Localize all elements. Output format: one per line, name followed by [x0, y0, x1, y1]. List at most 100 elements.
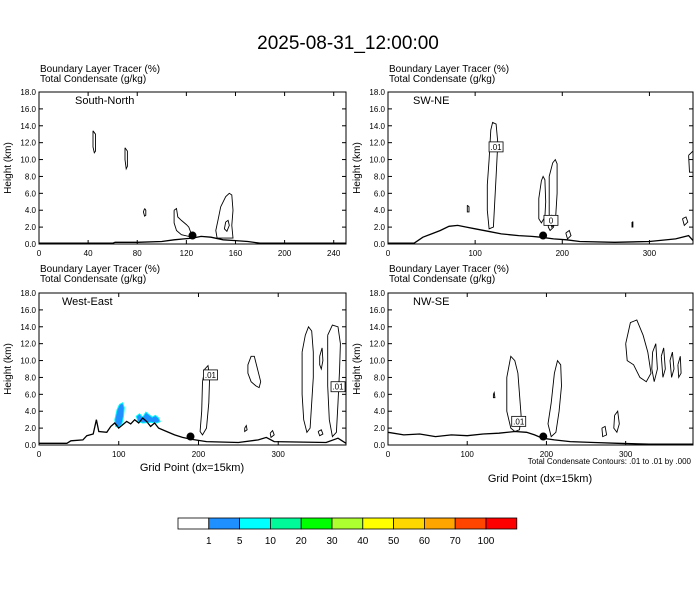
- y-tick-label: 4.0: [25, 206, 37, 215]
- colorbar-swatch: [331, 517, 364, 530]
- colorbar-swatch: [393, 517, 425, 530]
- x-tick-label: 0: [37, 450, 42, 459]
- x-axis-label: Grid Point (dx=15km): [488, 473, 592, 485]
- plot-area: 0.0 2.0 4.0 6.0 8.0 10.0 12.0 14.0 16.0 18.0 0 100 2…: [352, 289, 694, 459]
- x-tick-label: 120: [180, 249, 194, 258]
- terrain-line: [39, 417, 347, 444]
- condensate-contour: [327, 324, 341, 438]
- x-tick-label: 200: [278, 249, 292, 258]
- y-axis-label: Height (km): [3, 142, 14, 194]
- plot-area: 0.0 2.0 4.0 6.0 8.0 10.0 12.0 14.0 16.0 18.0 0 100 2…: [3, 289, 347, 459]
- plot-frame: [38, 292, 347, 446]
- panel-header-tracer: Boundary Layer Tracer (%): [389, 64, 509, 75]
- condensate-contour: [547, 359, 562, 438]
- y-tick-label: 14.0: [369, 323, 385, 332]
- condensate-contour: [199, 364, 211, 436]
- condensate-contour: [677, 356, 682, 379]
- y-tick-label: 8.0: [25, 373, 37, 382]
- plot-area: 0.0 2.0 4.0 6.0 8.0 10.0 12.0 14.0 16.0 18.0 0 40 80…: [3, 88, 347, 258]
- panel-inset-label: South-North: [75, 95, 134, 107]
- y-tick-label: 18.0: [369, 88, 385, 97]
- condensate-contour: [466, 204, 470, 213]
- contour-label: .01: [205, 371, 217, 380]
- y-tick-label: 2.0: [374, 223, 386, 232]
- location-marker: [188, 231, 197, 240]
- x-tick-label: 0: [386, 450, 391, 459]
- condensate-contour: [142, 208, 147, 217]
- y-tick-label: 12.0: [20, 139, 36, 148]
- panel-west-east: Boundary Layer Tracer (%) Total Condensa…: [3, 264, 347, 474]
- condensate-contour: [173, 207, 192, 237]
- y-tick-label: 6.0: [374, 390, 386, 399]
- condensate-contour: [317, 429, 324, 437]
- y-tick-label: 12.0: [369, 340, 385, 349]
- y-tick-label: 6.0: [25, 390, 37, 399]
- y-tick-label: 18.0: [20, 88, 36, 97]
- panel-header-condensate: Total Condensate (g/kg): [389, 74, 495, 85]
- x-tick-label: 300: [619, 450, 633, 459]
- x-tick-label: 80: [133, 249, 142, 258]
- y-tick-label: 0.0: [25, 240, 37, 249]
- contour-footnote: Total Condensate Contours: .01 to .01 by…: [528, 457, 692, 466]
- tracer-shaded-area: [114, 402, 125, 428]
- colorbar-swatch: [239, 517, 271, 530]
- y-tick-label: 2.0: [374, 424, 386, 433]
- y-tick-label: 4.0: [25, 407, 37, 416]
- figure-title: 2025-08-31_12:00:00: [257, 33, 439, 54]
- y-axis-label: Height (km): [352, 343, 363, 395]
- condensate-contour: [669, 351, 675, 378]
- plot-frame: [38, 91, 347, 245]
- colorbar-label: 30: [326, 536, 338, 547]
- panel-sw-ne: Boundary Layer Tracer (%) Total Condensa…: [352, 64, 694, 258]
- y-tick-label: 4.0: [374, 206, 386, 215]
- condensate-contour: [92, 130, 96, 154]
- x-tick-label: 300: [272, 450, 286, 459]
- y-tick-label: 8.0: [25, 172, 37, 181]
- y-tick-label: 14.0: [369, 122, 385, 131]
- colorbar-label: 10: [265, 536, 277, 547]
- panel-header-condensate: Total Condensate (g/kg): [389, 274, 495, 285]
- x-tick-label: 160: [229, 249, 243, 258]
- condensate-contour: [215, 192, 234, 239]
- location-marker: [186, 432, 195, 441]
- condensate-contour: [486, 121, 499, 230]
- condensate-contour: [269, 429, 275, 439]
- contour-label-box: [543, 214, 559, 226]
- x-tick-label: 200: [540, 450, 554, 459]
- y-tick-label: 12.0: [20, 340, 36, 349]
- y-tick-label: 10.0: [369, 156, 385, 165]
- y-tick-label: 0.0: [25, 441, 37, 450]
- y-tick-label: 0.0: [374, 240, 386, 249]
- panel-south-north: Boundary Layer Tracer (%) Total Condensa…: [3, 64, 347, 258]
- x-tick-label: 100: [468, 249, 482, 258]
- y-axis-label: Height (km): [3, 343, 14, 395]
- tracer-shaded-area: [135, 411, 161, 424]
- y-tick-label: 16.0: [20, 306, 36, 315]
- panel-header-condensate: Total Condensate (g/kg): [40, 74, 146, 85]
- y-tick-label: 14.0: [20, 122, 36, 131]
- condensate-contour: [319, 347, 324, 371]
- condensate-contour: [223, 219, 230, 233]
- panel-inset-label: NW-SE: [413, 296, 449, 308]
- colorbar: 1 5 10 20 30 40 50 60 70 100: [177, 517, 518, 547]
- y-tick-label: 18.0: [369, 289, 385, 298]
- y-tick-label: 2.0: [25, 424, 37, 433]
- condensate-contour: [124, 147, 128, 171]
- contour-label-box: [511, 415, 527, 427]
- x-tick-label: 100: [112, 450, 126, 459]
- x-tick-label: 200: [556, 249, 570, 258]
- condensate-contour: [660, 347, 666, 378]
- panel-nw-se: Boundary Layer Tracer (%) Total Condensa…: [352, 264, 694, 485]
- condensate-contour: [538, 175, 547, 224]
- y-tick-label: 16.0: [369, 105, 385, 114]
- colorbar-label: 40: [357, 536, 369, 547]
- colorbar-swatch: [485, 517, 518, 530]
- y-tick-label: 2.0: [25, 223, 37, 232]
- x-axis-label: Grid Point (dx=15km): [140, 462, 244, 474]
- terrain-line: [388, 224, 694, 244]
- x-tick-label: 100: [461, 450, 475, 459]
- colorbar-label: 5: [237, 536, 243, 547]
- condensate-contour: [301, 325, 314, 434]
- condensate-contour: [244, 424, 248, 433]
